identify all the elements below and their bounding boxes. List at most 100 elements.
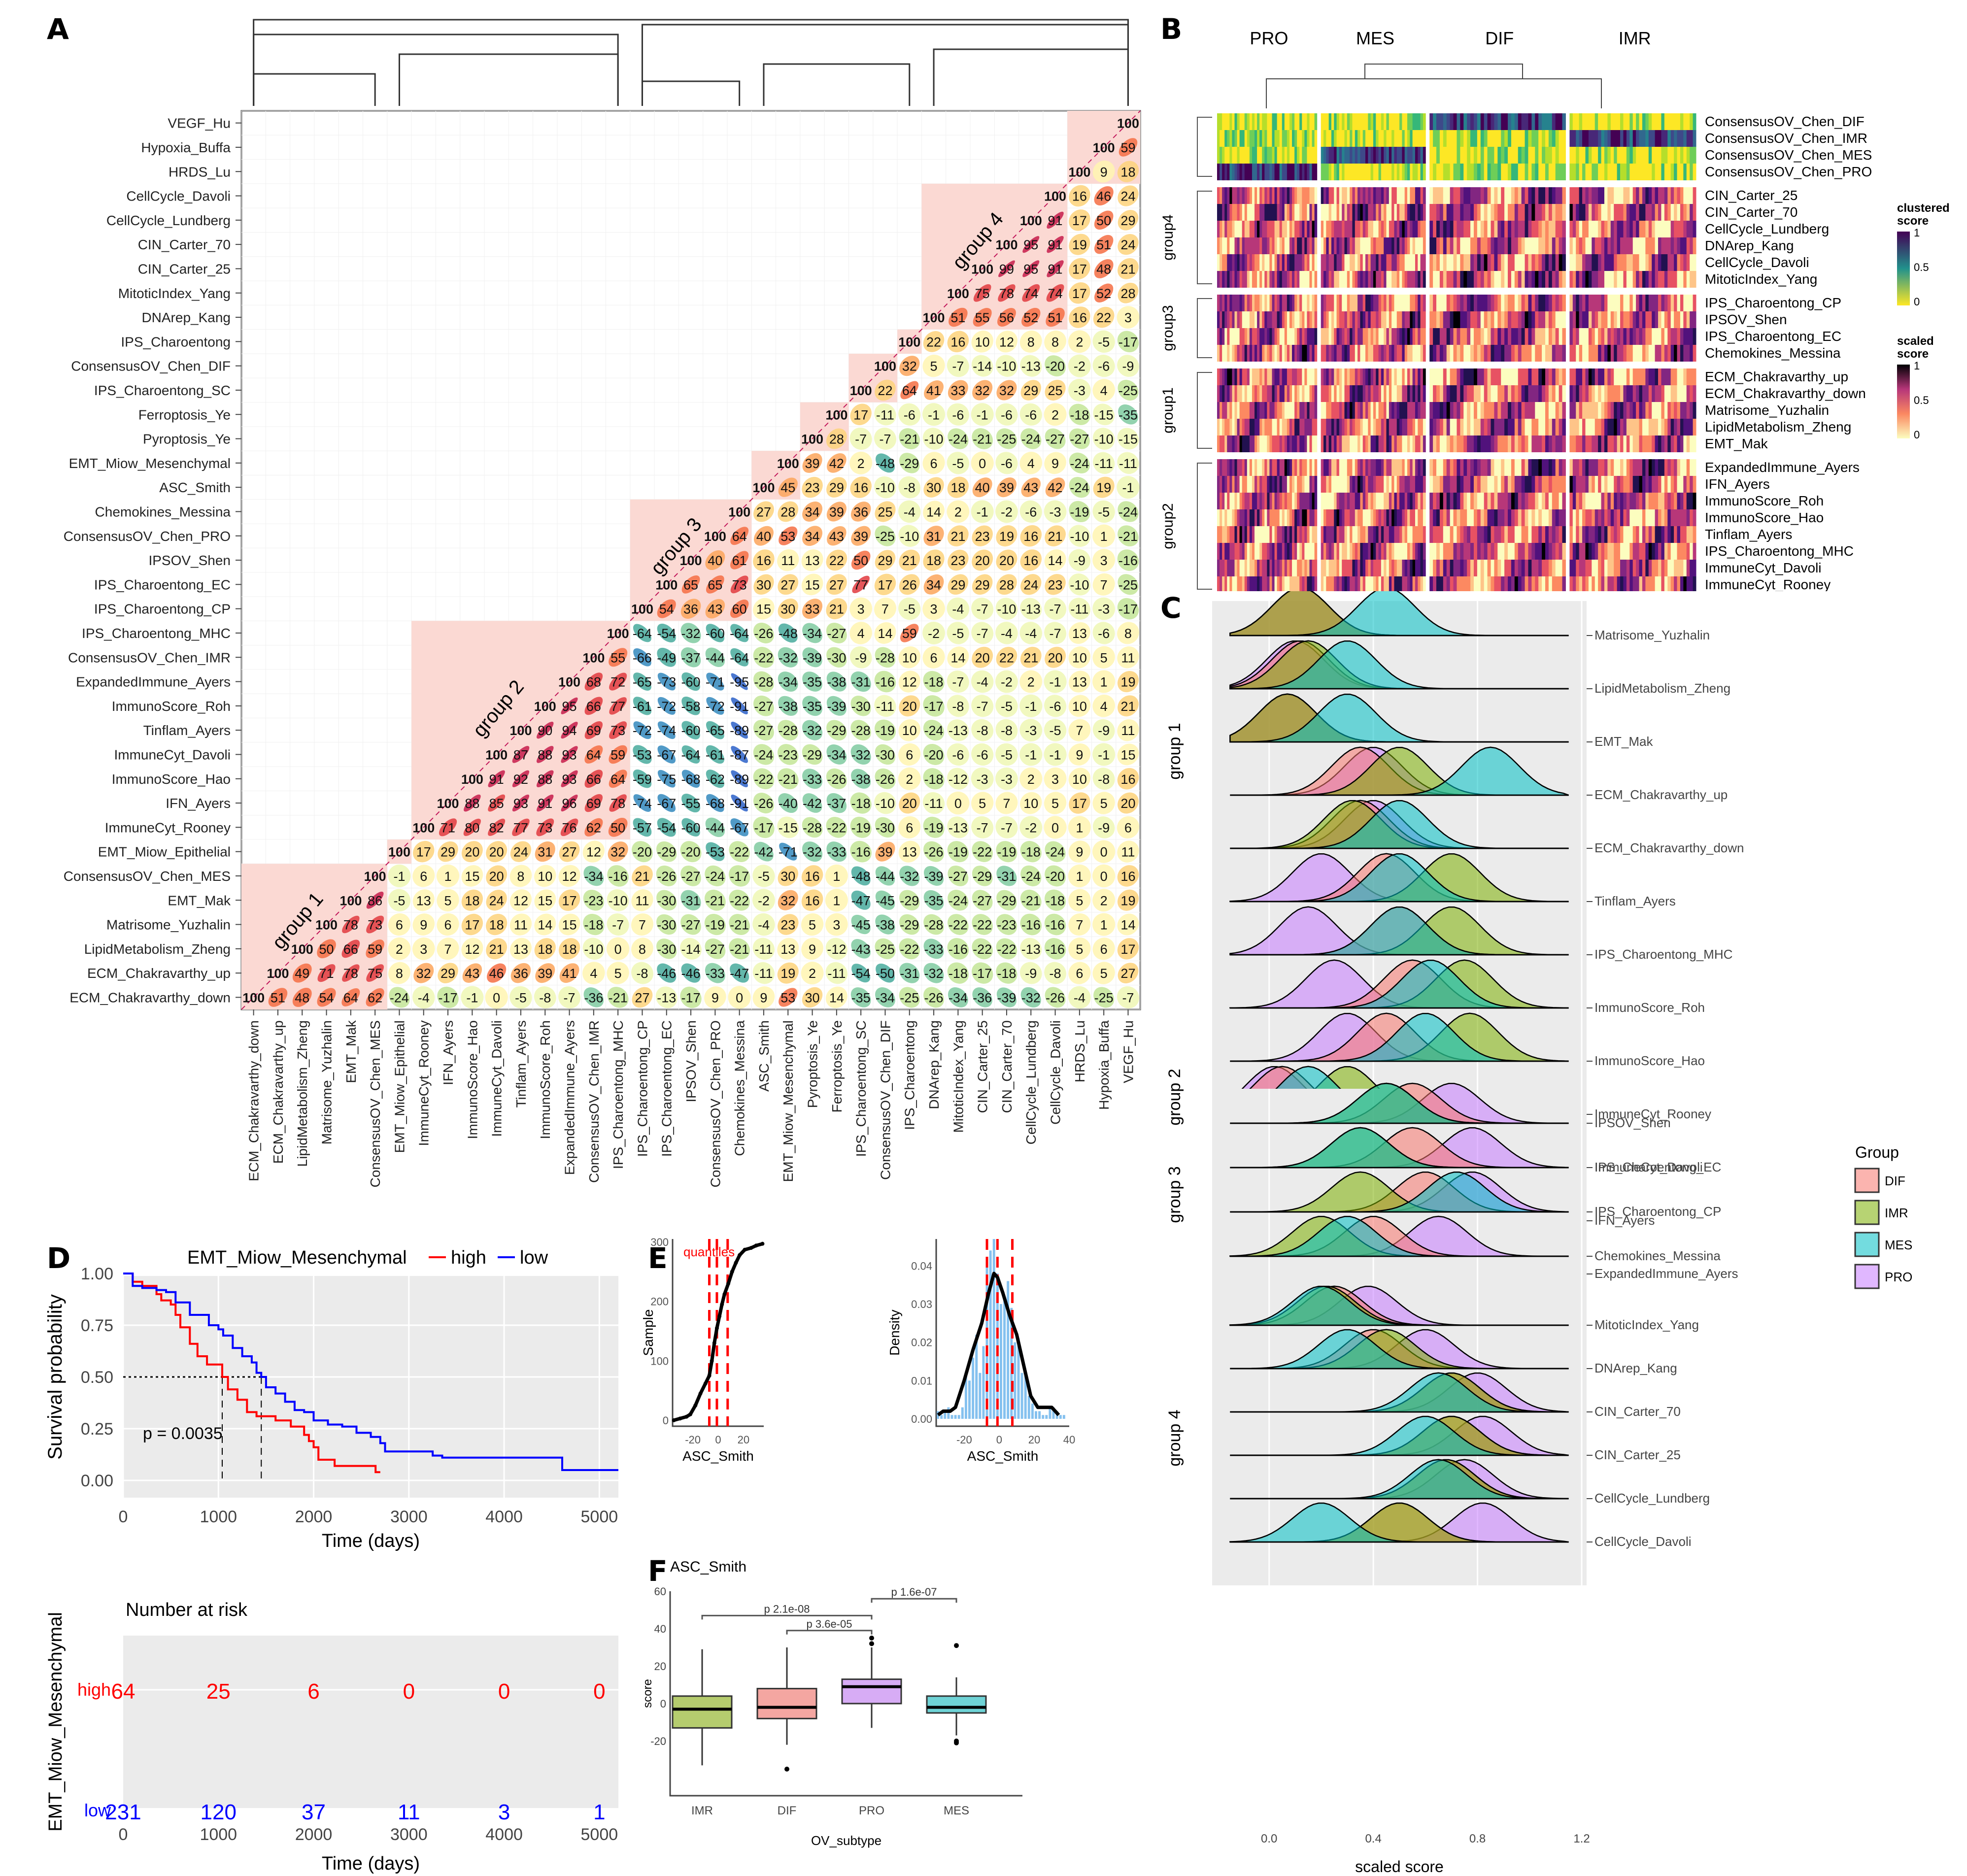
heatmap-cell — [1667, 254, 1671, 271]
correlation-value: -57 — [633, 820, 652, 835]
correlation-value: 100 — [777, 456, 799, 471]
heatmap-cell — [1693, 271, 1696, 288]
heatmap-cell — [1535, 113, 1539, 130]
correlation-ellipse — [947, 331, 969, 353]
heatmap-cell — [1511, 187, 1515, 204]
heatmap-cell — [1436, 419, 1440, 436]
heatmap-cell — [1412, 385, 1416, 402]
heatmap-cell — [1467, 436, 1471, 452]
heatmap-cell — [1331, 113, 1334, 130]
correlation-ellipse — [559, 963, 579, 983]
heatmap-cell — [1658, 237, 1662, 254]
heatmap-cell — [1623, 254, 1627, 271]
heatmap-cell — [1639, 295, 1643, 311]
heatmap-cell — [1559, 436, 1562, 452]
heatmap-cell — [1336, 345, 1340, 362]
correlation-ellipse — [731, 770, 748, 788]
correlation-value: 3 — [1051, 772, 1059, 787]
correlation-value: 0 — [979, 456, 986, 471]
heatmap-cell — [1312, 130, 1315, 147]
heatmap-cell — [1381, 345, 1384, 362]
heatmap-cell — [1610, 436, 1614, 452]
heatmap-cell — [1686, 459, 1690, 476]
heatmap-cell — [1314, 130, 1318, 147]
heatmap-cell — [1453, 237, 1457, 254]
correlation-value: 48 — [1096, 262, 1111, 276]
heatmap-cell — [1267, 295, 1270, 311]
heatmap-cell — [1299, 147, 1302, 164]
correlation-ellipse — [971, 695, 994, 717]
heatmap-cell — [1321, 419, 1324, 436]
correlation-value: 66 — [586, 699, 601, 714]
correlation-ellipse — [972, 428, 993, 449]
heatmap-cell — [1491, 402, 1494, 419]
heatmap-cell — [1433, 436, 1437, 452]
heatmap-cell — [1579, 476, 1583, 493]
correlation-ellipse — [851, 769, 871, 789]
heatmap-cell — [1287, 311, 1290, 328]
correlation-ellipse — [1047, 211, 1064, 229]
heatmap-cell — [1433, 221, 1437, 237]
column-label: ConsensusOV_Chen_PRO — [708, 1020, 723, 1187]
heatmap-cell — [1259, 295, 1262, 311]
heatmap-cell — [1531, 436, 1535, 452]
heatmap-cell — [1302, 204, 1305, 221]
heatmap-cell — [1501, 130, 1505, 147]
correlation-ellipse — [1045, 355, 1066, 377]
correlation-value: -25 — [876, 529, 895, 544]
heatmap-cell — [1344, 221, 1348, 237]
correlation-ellipse — [412, 865, 435, 887]
correlation-ellipse — [1045, 379, 1066, 401]
heatmap-cell — [1234, 130, 1238, 147]
heatmap-cell — [1342, 271, 1345, 288]
heatmap-cell — [1244, 221, 1248, 237]
heatmap-cell — [1326, 130, 1329, 147]
heatmap-cell — [1407, 113, 1410, 130]
correlation-ellipse — [656, 890, 677, 910]
heatmap-cell — [1289, 113, 1292, 130]
correlation-ellipse — [681, 721, 700, 739]
heatmap-cell — [1545, 328, 1549, 345]
heatmap-cell — [1617, 237, 1621, 254]
heatmap-cell — [1607, 271, 1611, 288]
heatmap-cell — [1528, 459, 1532, 476]
heatmap-cell — [1470, 345, 1474, 362]
heatmap-cell — [1623, 204, 1627, 221]
correlation-ellipse — [657, 818, 676, 837]
correlation-ellipse — [1019, 670, 1043, 693]
heatmap-cell — [1350, 328, 1353, 345]
correlation-value: 2 — [1076, 335, 1083, 349]
correlation-ellipse — [1044, 622, 1067, 644]
heatmap-cell — [1690, 295, 1694, 311]
heatmap-cell — [1294, 345, 1297, 362]
heatmap-cell — [1368, 164, 1371, 180]
correlation-ellipse — [898, 597, 921, 620]
heatmap-cell — [1484, 204, 1488, 221]
heatmap-cell — [1237, 130, 1240, 147]
heatmap-cell — [1525, 130, 1528, 147]
heatmap-cell — [1548, 271, 1553, 288]
heatmap-cell — [1384, 147, 1387, 164]
heatmap-cell — [1247, 271, 1250, 288]
heatmap-cell — [1535, 254, 1539, 271]
heatmap-cell — [1242, 221, 1245, 237]
heatmap-cell — [1339, 204, 1342, 221]
heatmap-cell — [1264, 164, 1267, 180]
heatmap-cell — [1429, 368, 1433, 385]
correlation-value: 6 — [420, 869, 427, 884]
heatmap-cell — [1362, 295, 1366, 311]
heatmap-cell — [1480, 345, 1485, 362]
heatmap-cell — [1328, 436, 1332, 452]
heatmap-cell — [1326, 113, 1329, 130]
heatmap-cell — [1538, 187, 1542, 204]
heatmap-cell — [1604, 476, 1608, 493]
correlation-value: -5 — [1001, 747, 1013, 762]
correlation-ellipse — [972, 380, 993, 401]
correlation-value: 7 — [1076, 723, 1083, 738]
heatmap-cell — [1396, 254, 1400, 271]
heatmap-cell — [1242, 345, 1245, 362]
heatmap-cell — [1418, 385, 1421, 402]
heatmap-cell — [1460, 311, 1464, 328]
correlation-value: 16 — [1072, 189, 1087, 204]
heatmap-cell — [1370, 436, 1374, 452]
